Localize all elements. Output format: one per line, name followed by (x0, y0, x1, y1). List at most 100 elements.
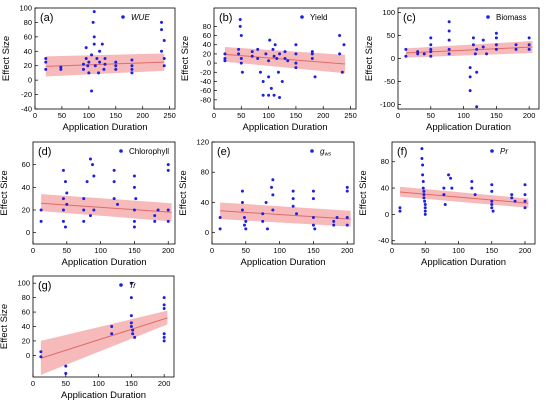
data-point (129, 296, 133, 300)
data-point (429, 47, 433, 51)
data-point (132, 185, 136, 189)
data-point (132, 219, 136, 223)
data-point (261, 212, 265, 216)
x-tick-label: 100 (457, 111, 470, 120)
data-point (112, 180, 116, 184)
data-point (447, 38, 451, 42)
data-point (238, 24, 242, 28)
x-tick-label: 50 (242, 246, 250, 255)
y-tick-label: -100 (380, 100, 395, 109)
panel-label: (g) (38, 280, 51, 292)
x-tick-label: 200 (519, 246, 532, 255)
data-point (240, 189, 244, 193)
regression-line (399, 191, 529, 204)
data-point (258, 70, 262, 74)
x-tick-label: 0 (390, 246, 394, 255)
data-point (422, 196, 426, 200)
data-point (261, 93, 265, 97)
data-point (110, 325, 114, 328)
y-tick-label: 120 (196, 138, 209, 147)
x-tick-label: 200 (136, 111, 149, 120)
data-point (494, 47, 498, 51)
data-point (345, 216, 349, 220)
x-tick-label: 150 (307, 246, 320, 255)
x-tick-label: 100 (83, 111, 96, 120)
data-point (510, 196, 514, 200)
data-point (131, 328, 135, 332)
data-point (420, 147, 424, 151)
x-tick-label: 250 (163, 111, 176, 120)
data-point (473, 193, 477, 197)
data-point (485, 52, 489, 56)
data-point (39, 208, 43, 212)
x-tick-label: 100 (94, 246, 107, 255)
data-point (59, 65, 63, 69)
legend-label: gws (320, 147, 331, 158)
data-point (404, 47, 408, 51)
data-point (513, 199, 517, 203)
data-point (342, 43, 346, 47)
data-point (95, 57, 99, 60)
data-point (527, 43, 531, 47)
data-point (340, 70, 344, 74)
y-tick-label: 80 (381, 157, 389, 166)
data-point (166, 168, 170, 172)
x-tick-label: 0 (396, 111, 400, 120)
data-point (523, 183, 527, 187)
data-point (494, 31, 498, 35)
data-point (218, 227, 222, 231)
data-point (481, 45, 485, 49)
data-point (283, 50, 287, 54)
data-point (90, 89, 94, 93)
x-tick-label: 0 (33, 111, 37, 120)
x-tick-label: 150 (290, 111, 303, 120)
data-point (112, 197, 116, 201)
x-tick-label: 0 (31, 246, 35, 255)
y-tick-label: -20 (21, 90, 32, 99)
data-point (82, 208, 86, 212)
x-axis-label: Application Duration (426, 122, 511, 133)
data-point (421, 186, 425, 190)
data-point (291, 197, 295, 201)
data-point (256, 57, 260, 60)
legend-label: Biomass (496, 13, 527, 22)
data-point (130, 71, 134, 75)
legend-marker (486, 15, 490, 19)
data-point (423, 199, 427, 203)
legend-subscript: ws (324, 152, 331, 158)
data-point (264, 200, 268, 204)
data-point (270, 185, 274, 189)
y-tick-label: 80 (22, 293, 30, 302)
data-point (250, 54, 254, 58)
data-point (92, 42, 96, 46)
y-tick-label: 20 (22, 206, 30, 215)
panel-label: (d) (38, 146, 51, 158)
x-axis-label: Application Duration (421, 257, 506, 268)
data-point (240, 70, 244, 74)
data-point (162, 339, 166, 343)
data-point (112, 168, 116, 172)
data-point (470, 179, 474, 183)
panel-a: 0 50 100 150 200 250 -40 -20 0 20 40 60 80 100 (a) WUE A… (1, 4, 176, 134)
y-tick-label: -50 (384, 77, 395, 86)
data-point (475, 47, 479, 51)
data-point (87, 71, 91, 75)
data-point (416, 50, 420, 54)
data-point (103, 62, 107, 66)
data-point (132, 225, 136, 229)
y-axis-label: Effect Size (180, 36, 191, 81)
data-point (87, 60, 91, 64)
data-point (44, 60, 48, 64)
data-point (223, 57, 227, 60)
x-tick-label: 50 (427, 111, 435, 120)
plot-frame (32, 141, 176, 245)
y-tick-label: 80 (203, 22, 211, 31)
data-point (286, 59, 290, 63)
data-point (291, 204, 295, 208)
data-point (280, 79, 284, 83)
data-point (132, 174, 136, 178)
data-point (442, 186, 446, 190)
data-point (269, 86, 273, 90)
data-point (65, 202, 69, 206)
